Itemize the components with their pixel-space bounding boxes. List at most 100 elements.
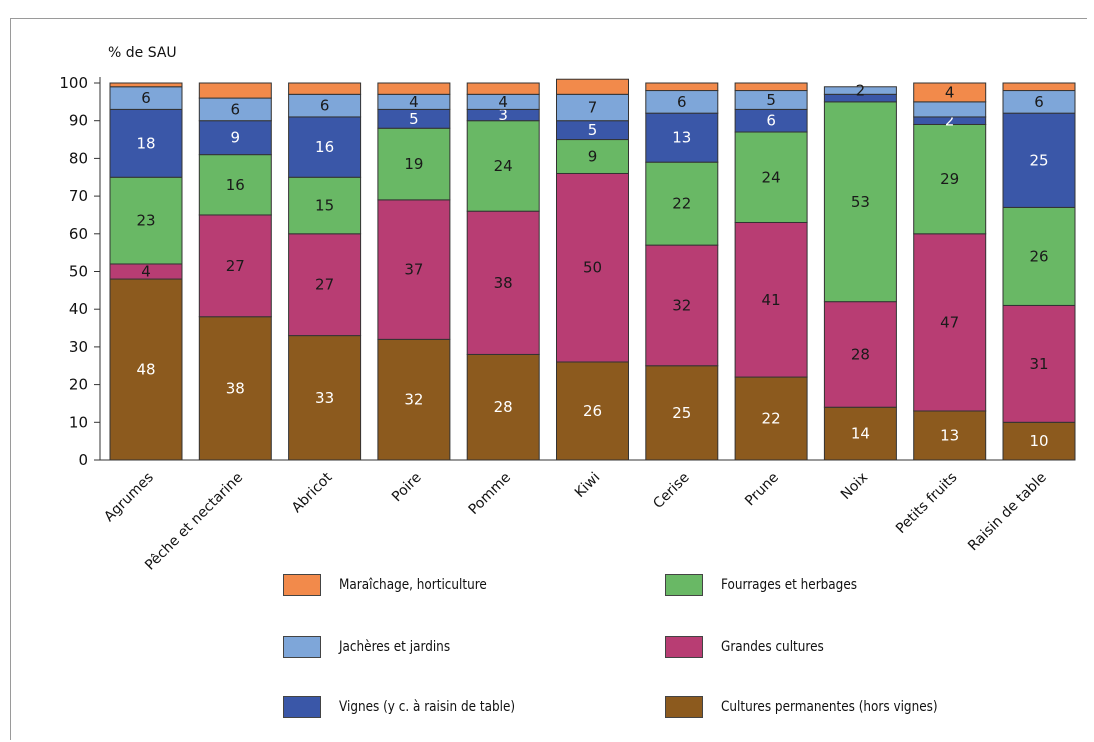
data-label: 14 [851, 425, 870, 443]
bar-segment [1002, 82, 1076, 92]
bar-segment [645, 82, 719, 92]
data-label: 38 [494, 274, 513, 292]
bar-segment [109, 108, 183, 178]
legend-swatch [665, 574, 703, 596]
data-label: 5 [766, 91, 776, 109]
legend-label: Grandes cultures [721, 639, 824, 655]
bar-segment [556, 139, 629, 174]
data-label: 6 [231, 100, 241, 118]
category-label: Pêche et nectarine [142, 470, 246, 574]
data-label: 25 [672, 404, 691, 422]
data-label: 5 [409, 110, 419, 128]
category-label: Noix [838, 470, 871, 503]
data-label: 37 [404, 261, 423, 279]
bar-segment [913, 233, 987, 412]
bar-segment [734, 376, 808, 461]
data-label: 15 [315, 197, 334, 215]
bar-segment [823, 406, 897, 461]
data-label: 53 [851, 193, 870, 211]
category-label: Poire [389, 470, 425, 506]
bar-segment [734, 82, 808, 92]
legend-label: Vignes (y c. à raisin de table) [339, 699, 516, 715]
bar-segment [734, 131, 808, 223]
bar-segment [1002, 304, 1076, 423]
data-label: 9 [588, 148, 598, 166]
bar-segment [645, 244, 719, 367]
bar-segment [198, 154, 272, 216]
bar-segment [466, 120, 540, 212]
data-label: 9 [231, 129, 241, 147]
legend-item-maraichage: Maraîchage, horticulture [283, 574, 511, 596]
bar-segment [734, 221, 808, 378]
data-label: 2 [856, 82, 866, 100]
y-tick-label: 80 [69, 149, 88, 167]
data-label: 47 [940, 313, 959, 331]
bar-segment [466, 210, 540, 355]
data-label: 19 [404, 155, 423, 173]
bar-segment [377, 199, 451, 340]
data-label: 4 [498, 93, 508, 111]
bar-segment [913, 123, 987, 235]
category-label: Pomme [466, 470, 514, 518]
data-label: 10 [1029, 432, 1048, 450]
bar-segment [466, 353, 540, 461]
data-label: 27 [226, 257, 245, 275]
legend-label: Fourrages et herbages [721, 577, 858, 593]
data-label: 16 [315, 138, 334, 156]
bar-segment [288, 176, 362, 235]
chart-frame [10, 18, 1087, 740]
bar-segment [288, 335, 362, 461]
data-label: 22 [762, 410, 781, 428]
data-label: 25 [1029, 151, 1048, 169]
bar-segment [556, 361, 629, 461]
data-label: 48 [136, 361, 155, 379]
y-tick-label: 60 [69, 225, 88, 243]
y-axis-label: % de SAU [108, 45, 177, 61]
data-label: 50 [583, 259, 602, 277]
data-label: 6 [1034, 93, 1044, 111]
data-label: 23 [136, 212, 155, 230]
bar-segment [288, 116, 362, 178]
data-label: 24 [762, 168, 781, 186]
data-label: 16 [226, 176, 245, 194]
bar-segment [109, 82, 183, 88]
legend-item-fourrages: Fourrages et herbages [665, 574, 879, 596]
y-tick-label: 50 [69, 263, 88, 281]
data-label: 6 [766, 112, 776, 130]
legend-item-cultures-permanentes: Cultures permanentes (hors vignes) [665, 696, 973, 718]
bar-segment [109, 176, 183, 265]
data-label: 4 [945, 83, 955, 101]
y-tick-label: 10 [69, 413, 88, 431]
data-label: 6 [320, 97, 330, 115]
legend-label: Jachères et jardins [339, 639, 451, 655]
y-tick-label: 70 [69, 187, 88, 205]
bar-segment [823, 101, 897, 303]
data-label: 13 [940, 426, 959, 444]
category-label: Raisin de table [965, 470, 1050, 555]
legend-swatch [283, 636, 321, 658]
data-label: 26 [583, 402, 602, 420]
bar-segment [556, 172, 629, 363]
y-tick-label: 40 [69, 300, 88, 318]
legend-item-vignes: Vignes (y c. à raisin de table) [283, 696, 544, 718]
data-label: 5 [588, 121, 598, 139]
data-label: 38 [226, 379, 245, 397]
category-label: Petits fruits [893, 470, 960, 537]
data-label: 18 [136, 134, 155, 152]
bar-segment [913, 101, 987, 118]
legend-swatch [665, 696, 703, 718]
legend-label: Maraîchage, horticulture [339, 577, 487, 593]
data-label: 28 [851, 345, 870, 363]
y-tick-label: 20 [69, 376, 88, 394]
bar-segment [466, 82, 540, 95]
legend-swatch [283, 696, 321, 718]
bar-segment [377, 82, 451, 95]
legend-swatch [665, 636, 703, 658]
data-label: 41 [762, 291, 781, 309]
data-label: 24 [494, 157, 513, 175]
legend-item-jacheres: Jachères et jardins [283, 636, 468, 658]
data-label: 2 [945, 112, 955, 130]
bar-segment [288, 82, 362, 95]
bar-segment [377, 338, 451, 461]
bar-segment [288, 233, 362, 337]
